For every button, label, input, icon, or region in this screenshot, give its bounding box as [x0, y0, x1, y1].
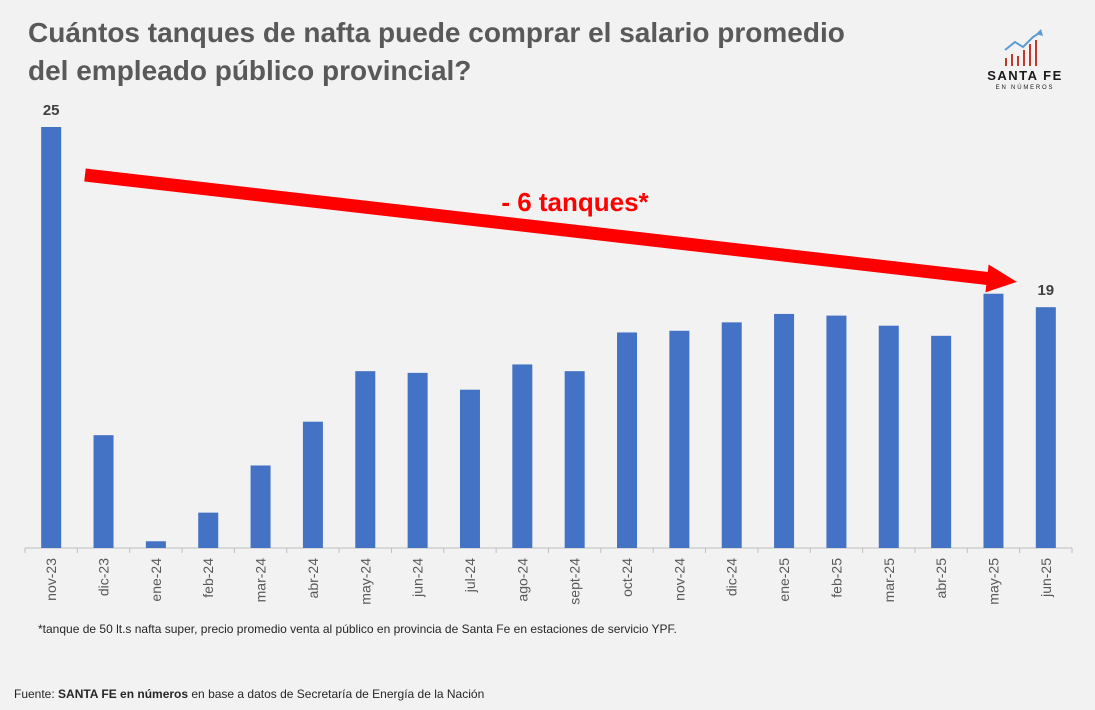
x-tick-label: sept-24: [567, 558, 583, 605]
x-tick-label: dic-24: [724, 558, 740, 596]
data-label: 25: [43, 102, 60, 119]
rising-chart-icon: [1004, 29, 1043, 66]
x-tick-label: mar-24: [253, 558, 269, 603]
bar-abr-25: [931, 335, 952, 548]
bar-may-25: [983, 293, 1004, 548]
x-tick-label: jun-24: [410, 558, 426, 598]
x-tick-label: mar-25: [881, 558, 897, 603]
x-tick-label: feb-24: [200, 558, 216, 598]
bar-jul-24: [459, 389, 480, 548]
x-tick-label: ene-25: [776, 558, 792, 602]
bar-abr-24: [302, 421, 323, 548]
trend-arrow-head: [985, 264, 1017, 293]
logo: SANTA FE EN NÚMEROS: [975, 28, 1075, 98]
data-label: 19: [1037, 282, 1054, 299]
bar-feb-25: [826, 315, 847, 548]
x-tick-label: oct-24: [619, 558, 635, 597]
bar-may-24: [355, 371, 376, 548]
x-tick-label: abr-24: [305, 558, 321, 599]
x-tick-label: may-25: [985, 558, 1001, 605]
bar-mar-24: [250, 465, 271, 548]
trend-arrow-shaft: [84, 168, 993, 286]
bar-ene-25: [774, 313, 795, 548]
source-brand: SANTA FE en números: [58, 687, 189, 701]
bar-feb-24: [198, 512, 219, 548]
logo-name: SANTA FE: [987, 68, 1063, 83]
x-tick-label: abr-25: [933, 558, 949, 599]
x-tick-label: dic-23: [96, 558, 112, 596]
x-tick-label: feb-25: [828, 558, 844, 598]
bar-dic-24: [721, 322, 742, 548]
x-tick-label: nov-23: [43, 558, 59, 601]
source-prefix: Fuente:: [14, 687, 59, 701]
x-tick-label: jun-25: [1038, 558, 1054, 598]
annotation-label: - 6 tanques*: [501, 187, 649, 217]
bar-nov-23: [41, 127, 62, 548]
bar-ago-24: [512, 364, 533, 548]
bar-mar-25: [878, 325, 899, 548]
bar-jun-24: [407, 372, 428, 548]
bar-sept-24: [564, 371, 585, 548]
footnote: *tanque de 50 lt.s nafta super, precio p…: [38, 622, 677, 636]
bar-nov-24: [669, 330, 690, 548]
logo-subtitle: EN NÚMEROS: [995, 85, 1055, 91]
bar-dic-23: [93, 435, 114, 548]
bar-jun-25: [1035, 307, 1056, 548]
bar-oct-24: [617, 332, 638, 548]
x-tick-label: may-24: [357, 558, 373, 605]
source-line: Fuente: SANTA FE en números en base a da…: [14, 687, 484, 701]
chart-title: Cuántos tanques de nafta puede comprar e…: [28, 17, 845, 86]
x-tick-label: nov-24: [671, 558, 687, 601]
x-tick-label: ene-24: [148, 558, 164, 602]
bar-ene-24: [145, 541, 166, 548]
x-tick-label: ago-24: [514, 558, 530, 602]
source-suffix: en base a datos de Secretaría de Energía…: [188, 687, 485, 701]
x-tick-label: jul-24: [462, 558, 478, 593]
